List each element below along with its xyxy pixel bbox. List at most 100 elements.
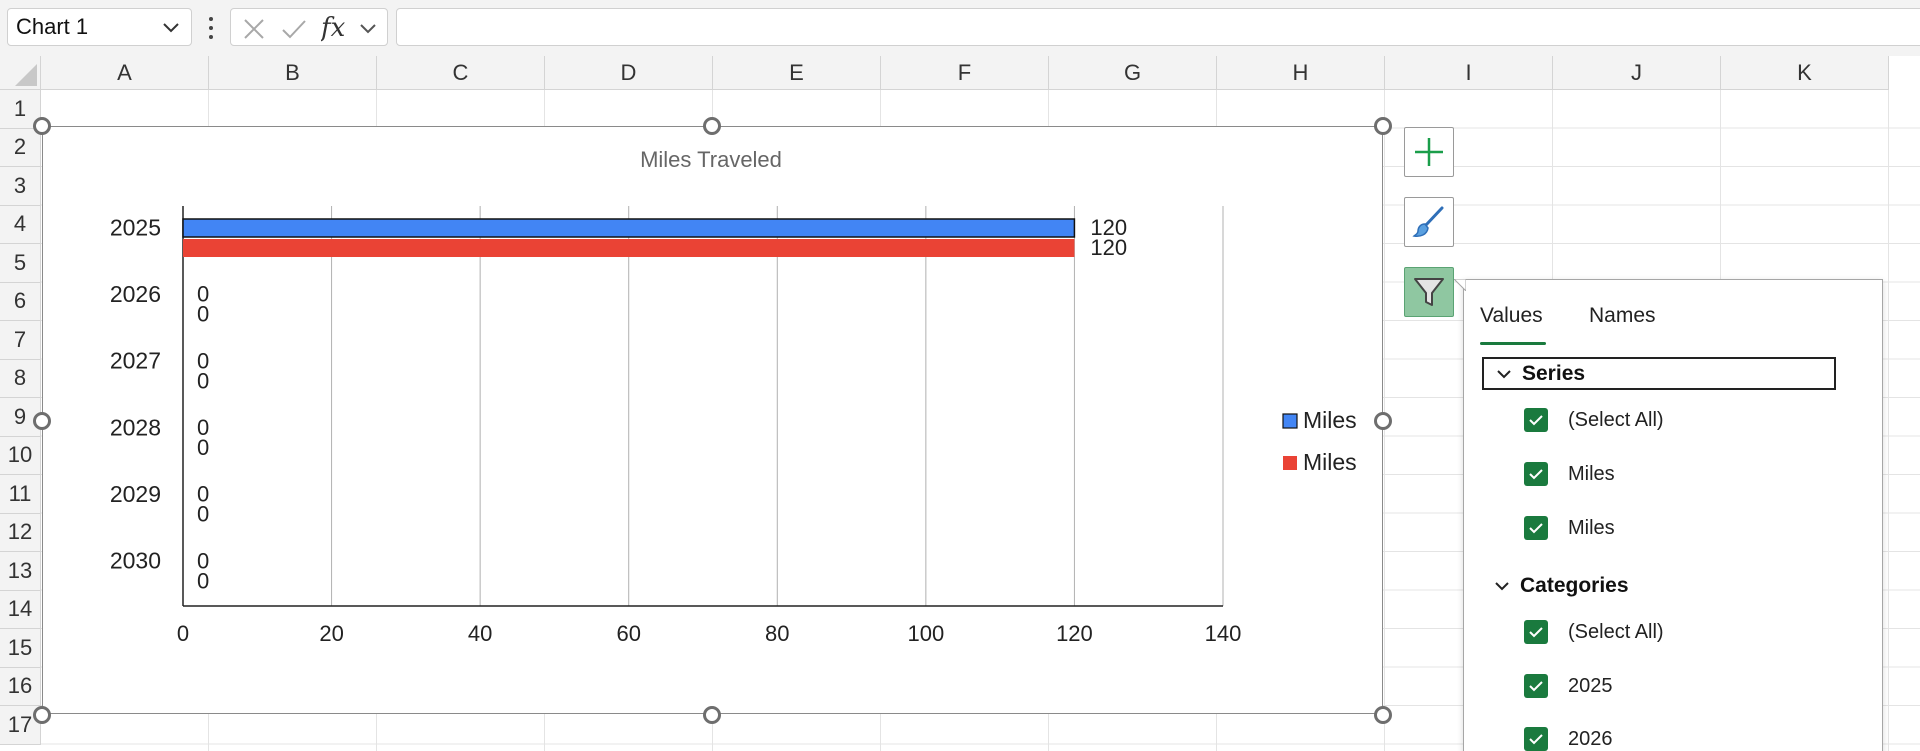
legend-entry[interactable]: Miles bbox=[1303, 407, 1357, 433]
section-series-header[interactable]: Series bbox=[1482, 357, 1836, 390]
enter-icon[interactable] bbox=[281, 18, 307, 40]
formula-input[interactable] bbox=[396, 8, 1920, 46]
column-header[interactable]: A bbox=[41, 56, 209, 90]
column-header[interactable]: G bbox=[1049, 56, 1217, 90]
corner-triangle-icon bbox=[15, 64, 37, 86]
y-category-label: 2028 bbox=[110, 414, 161, 440]
filter-item-select-all-categories[interactable]: (Select All) bbox=[1524, 617, 1664, 647]
column-header[interactable]: I bbox=[1385, 56, 1553, 90]
tab-values[interactable]: Values bbox=[1480, 304, 1543, 327]
x-tick-label: 20 bbox=[319, 621, 343, 646]
y-category-label: 2027 bbox=[110, 348, 161, 374]
row-header[interactable]: 14 bbox=[0, 590, 41, 629]
resize-handle[interactable] bbox=[1374, 117, 1392, 135]
formula-bar: Chart 1 fx bbox=[0, 0, 1920, 56]
chevron-down-icon bbox=[1497, 369, 1511, 378]
section-categories-header[interactable]: Categories bbox=[1482, 569, 1836, 602]
checkbox-checked[interactable] bbox=[1524, 727, 1548, 751]
data-label: 0 bbox=[197, 482, 209, 507]
chart-styles-button[interactable] bbox=[1404, 197, 1454, 247]
x-tick-label: 60 bbox=[616, 621, 640, 646]
x-tick-label: 100 bbox=[907, 621, 944, 646]
insert-function-icon[interactable]: fx bbox=[321, 13, 381, 43]
checkmark-icon bbox=[1529, 469, 1543, 480]
column-header[interactable]: J bbox=[1553, 56, 1721, 90]
filter-item-category-2026[interactable]: 2026 bbox=[1524, 724, 1613, 751]
row-header[interactable]: 15 bbox=[0, 629, 41, 668]
data-label: 0 bbox=[197, 548, 209, 573]
checkbox-checked[interactable] bbox=[1524, 674, 1548, 698]
tab-names[interactable]: Names bbox=[1589, 304, 1656, 327]
chart-filters-button[interactable] bbox=[1404, 267, 1454, 317]
data-label: 0 bbox=[197, 415, 209, 440]
paintbrush-icon bbox=[1412, 206, 1444, 237]
resize-handle[interactable] bbox=[33, 117, 51, 135]
funnel-icon bbox=[1414, 278, 1444, 306]
chevron-down-icon[interactable] bbox=[161, 17, 181, 37]
row-header[interactable]: 13 bbox=[0, 552, 41, 591]
cancel-icon[interactable] bbox=[243, 18, 265, 40]
x-tick-label: 120 bbox=[1056, 621, 1093, 646]
bar[interactable] bbox=[183, 239, 1075, 257]
row-header[interactable]: 16 bbox=[0, 667, 41, 706]
row-header[interactable]: 7 bbox=[0, 321, 41, 360]
section-title: Categories bbox=[1520, 573, 1629, 597]
x-tick-label: 80 bbox=[765, 621, 789, 646]
data-label: 120 bbox=[1090, 235, 1127, 260]
checkbox-checked[interactable] bbox=[1524, 516, 1548, 540]
name-box[interactable]: Chart 1 bbox=[7, 8, 192, 46]
row-header[interactable]: 3 bbox=[0, 167, 41, 206]
filter-item-label: Miles bbox=[1568, 462, 1615, 485]
resize-handle[interactable] bbox=[703, 117, 721, 135]
filter-item-label: Miles bbox=[1568, 516, 1615, 539]
filter-item-series-miles-1[interactable]: Miles bbox=[1524, 459, 1615, 489]
resize-handle[interactable] bbox=[1374, 706, 1392, 724]
data-label: 120 bbox=[1090, 215, 1127, 240]
row-header[interactable]: 4 bbox=[0, 205, 41, 244]
resize-handle[interactable] bbox=[703, 706, 721, 724]
resize-handle[interactable] bbox=[33, 706, 51, 724]
checkbox-checked[interactable] bbox=[1524, 620, 1548, 644]
filter-item-series-miles-2[interactable]: Miles bbox=[1524, 513, 1615, 543]
resize-handle[interactable] bbox=[1374, 412, 1392, 430]
chart-object[interactable]: Miles Traveled 0 20 40 60 80 100 120 140 2025 120… bbox=[42, 126, 1383, 714]
row-header[interactable]: 6 bbox=[0, 282, 41, 321]
column-header[interactable]: D bbox=[545, 56, 713, 90]
bar[interactable] bbox=[182, 218, 1076, 238]
column-header[interactable]: B bbox=[209, 56, 377, 90]
resize-handle[interactable] bbox=[33, 412, 51, 430]
filter-item-label: (Select All) bbox=[1568, 408, 1664, 431]
column-header[interactable]: C bbox=[377, 56, 545, 90]
active-tab-indicator bbox=[1480, 342, 1546, 345]
row-header[interactable]: 8 bbox=[0, 359, 41, 398]
chart-title[interactable]: Miles Traveled bbox=[640, 147, 782, 172]
more-options-icon[interactable] bbox=[205, 14, 217, 42]
svg-text:fx: fx bbox=[321, 13, 346, 43]
checkmark-icon bbox=[1529, 734, 1543, 745]
chevron-down-icon bbox=[1495, 581, 1509, 590]
row-header[interactable]: 5 bbox=[0, 244, 41, 283]
filter-item-select-all-series[interactable]: (Select All) bbox=[1524, 405, 1664, 435]
panel-pointer bbox=[1454, 279, 1466, 291]
checkbox-checked[interactable] bbox=[1524, 462, 1548, 486]
x-tick-label: 0 bbox=[177, 621, 189, 646]
data-label: 0 bbox=[197, 302, 209, 327]
column-header[interactable]: K bbox=[1721, 56, 1889, 90]
x-tick-label: 140 bbox=[1205, 621, 1242, 646]
column-header[interactable]: E bbox=[713, 56, 881, 90]
column-header[interactable]: F bbox=[881, 56, 1049, 90]
legend-entry[interactable]: Miles bbox=[1303, 449, 1357, 475]
filter-item-category-2025[interactable]: 2025 bbox=[1524, 671, 1613, 701]
select-all-corner[interactable] bbox=[0, 56, 41, 90]
row-header[interactable]: 12 bbox=[0, 513, 41, 552]
checkbox-checked[interactable] bbox=[1524, 408, 1548, 432]
column-header[interactable]: H bbox=[1217, 56, 1385, 90]
data-label: 0 bbox=[197, 502, 209, 527]
y-category-label: 2029 bbox=[110, 481, 161, 507]
chart-filter-panel: Values Names Series (Select All) Miles M… bbox=[1463, 279, 1883, 751]
row-header[interactable]: 11 bbox=[0, 475, 41, 514]
legend-swatch bbox=[1283, 456, 1297, 470]
row-header[interactable]: 2 bbox=[0, 128, 41, 167]
chart-elements-button[interactable] bbox=[1404, 127, 1454, 177]
row-header[interactable]: 10 bbox=[0, 436, 41, 475]
